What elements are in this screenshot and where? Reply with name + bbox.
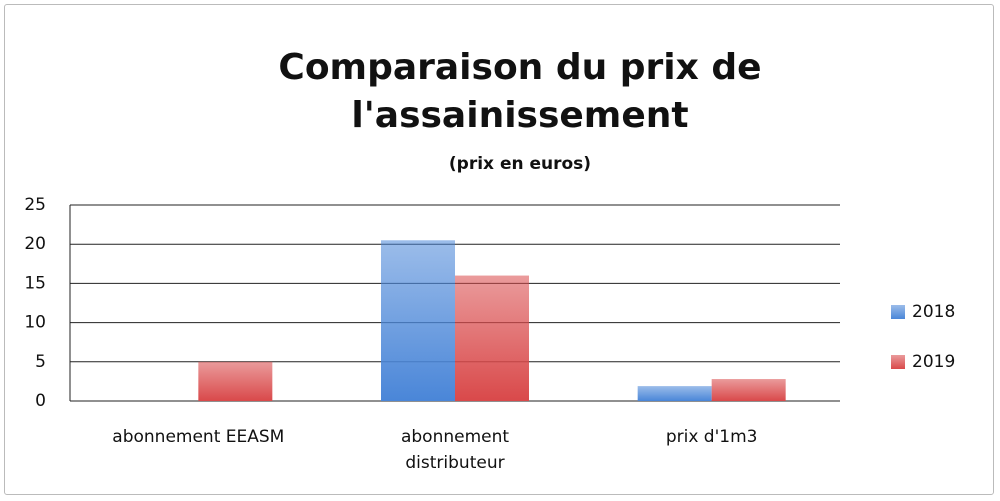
legend-swatch	[891, 305, 905, 319]
x-tick-label: abonnement EEASM	[112, 427, 285, 447]
y-tick-label: 0	[35, 391, 46, 411]
legend-swatch	[891, 355, 905, 369]
y-tick-label: 15	[24, 273, 46, 293]
y-tick-label: 20	[24, 234, 46, 254]
bar	[198, 361, 273, 401]
y-tick-label: 5	[35, 352, 46, 372]
bar	[455, 275, 529, 401]
bar	[711, 379, 786, 401]
bar	[637, 386, 712, 401]
legend-label: 2019	[912, 352, 955, 372]
y-tick-label: 10	[24, 313, 46, 333]
x-tick-label: prix d'1m3	[665, 427, 758, 447]
chart-frame	[4, 4, 994, 495]
legend-label: 2018	[912, 302, 955, 322]
chart-subtitle: (prix en euros)	[448, 154, 592, 174]
chart-title: Comparaison du prix de l'assainissement	[278, 47, 762, 136]
bar	[381, 240, 455, 401]
y-tick-label: 25	[24, 195, 46, 215]
x-tick-label: abonnement distributeur	[400, 427, 510, 473]
